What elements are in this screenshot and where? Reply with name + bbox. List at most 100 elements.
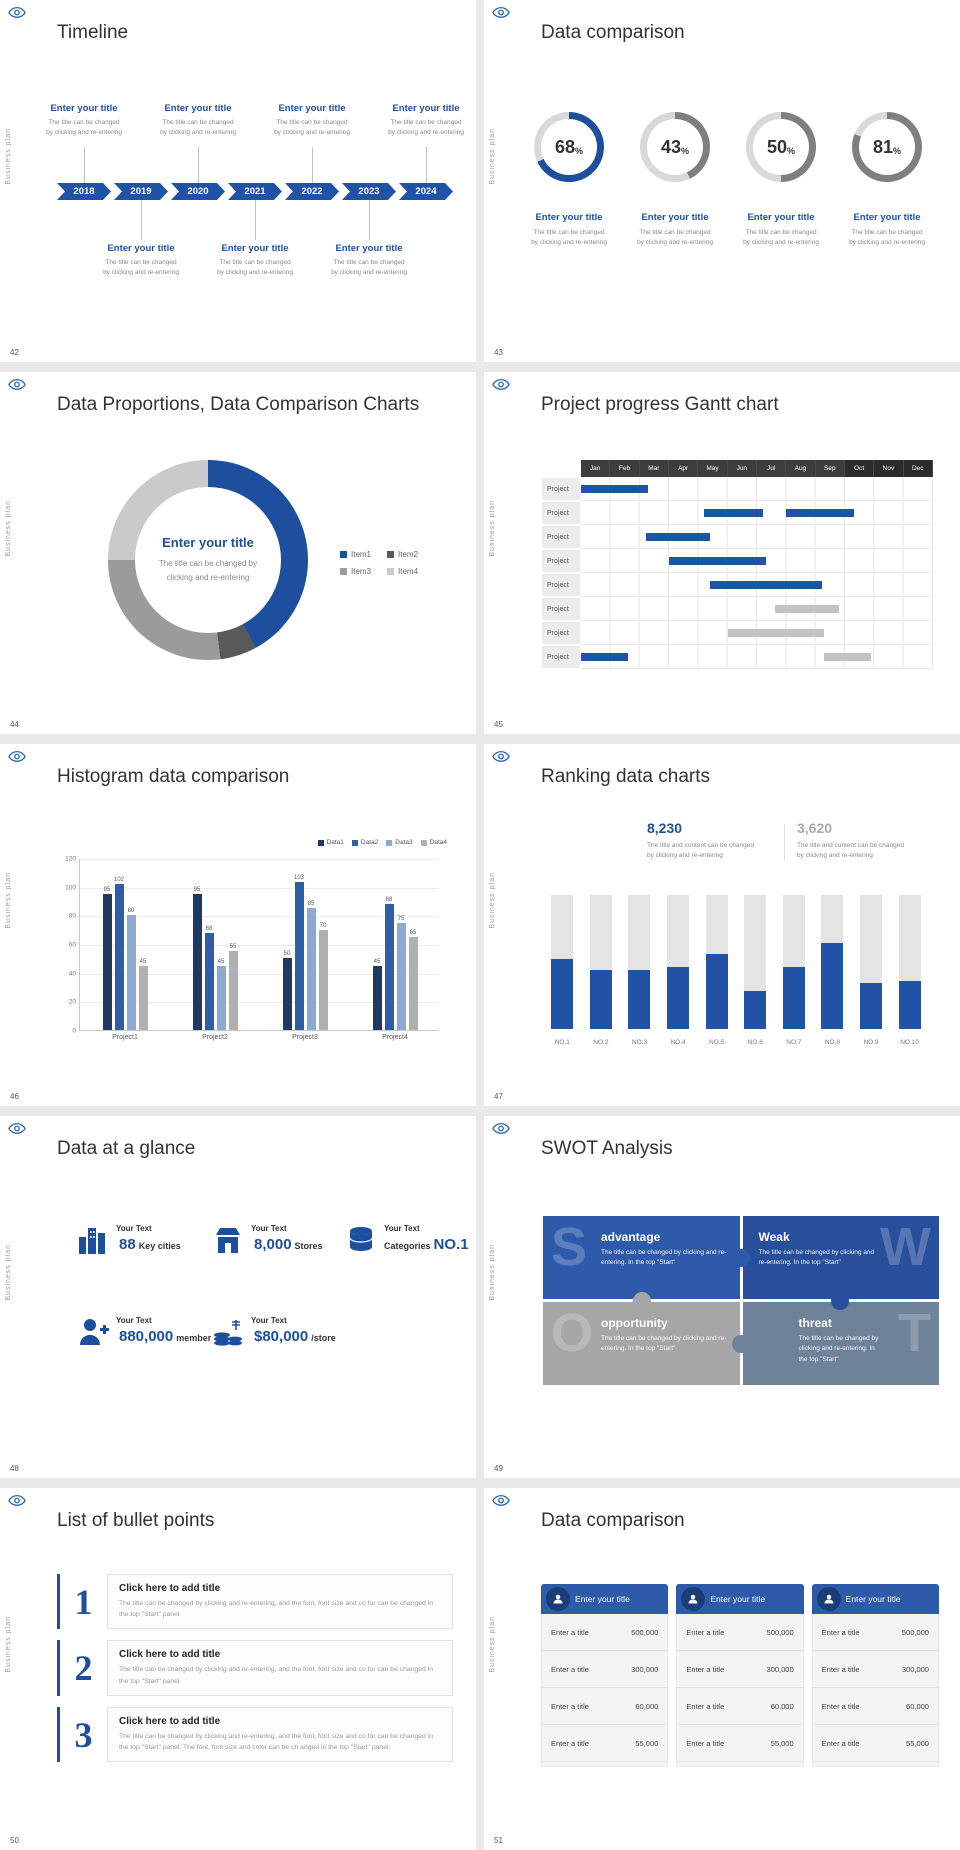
donut-item: 43% Enter your title The title can be chan… <box>622 112 728 249</box>
timeline-year: 2022 <box>285 183 339 200</box>
table-row: Enter a title 500,000 <box>677 1614 803 1651</box>
row-label: Enter a title <box>821 1738 860 1748</box>
slide-46-thumbnail[interactable]: Business plan Histogram data comparison … <box>0 744 476 1106</box>
bullet-number: 1 <box>57 1574 107 1630</box>
timeline-entry-desc: by clicking and re-entering <box>46 129 122 137</box>
slide-47-thumbnail[interactable]: Business plan Ranking data charts 8,230 … <box>484 744 960 1106</box>
plot-area: 0 20 40 60 80 100 120 95 102 80 45 Project1 95 68 45 55… <box>65 856 439 1041</box>
legend-label: Data1 <box>326 839 344 846</box>
table-row: Enter a title 60,000 <box>677 1688 803 1725</box>
data-table: Enter your title Enter a title 500,000 Ente… <box>811 1584 939 1767</box>
bar-value-label: 88 <box>385 896 393 903</box>
slide-side-label: Business plan <box>5 872 12 929</box>
row-value: 300,000 <box>901 1664 929 1674</box>
bullet-box: Click here to add title The title can be… <box>107 1640 453 1696</box>
bar-value-label: 103 <box>293 875 305 882</box>
gantt-bar <box>774 605 840 613</box>
column-label: NO.7 <box>786 1039 802 1046</box>
preview-eye-icon[interactable] <box>8 6 26 19</box>
bar: 95 <box>102 887 112 1030</box>
column-track <box>667 895 690 1029</box>
donut-item: 81% Enter your title The title can be chan… <box>834 112 940 249</box>
gantt-bar <box>581 485 649 493</box>
ranking-column: NO.9 <box>852 894 891 1046</box>
column-fill <box>860 983 883 1029</box>
gantt-month: Oct <box>844 460 875 477</box>
table-header-label: Enter your title <box>575 1594 630 1604</box>
preview-eye-icon[interactable] <box>8 750 26 763</box>
legend-item: Data4 <box>420 839 447 846</box>
slide-48-thumbnail[interactable]: Business plan Data at a glance Your Text… <box>0 1116 476 1478</box>
donut-item: 50% Enter your title The title can be chan… <box>728 112 834 249</box>
timeline-entry-desc: by clicking and re-entering <box>274 129 350 137</box>
slide-number: 47 <box>494 1092 503 1101</box>
donut-percent-sign: % <box>787 145 796 156</box>
slide-side-label: Business plan <box>489 1244 496 1301</box>
slide-title: Project progress Gantt chart <box>541 394 779 415</box>
gantt-month: Jun <box>727 460 757 477</box>
gantt-bar <box>581 653 628 661</box>
preview-eye-icon[interactable] <box>8 1122 26 1135</box>
legend-swatch <box>420 839 427 846</box>
slide-number: 46 <box>10 1092 19 1101</box>
stat-item-members: Your Text 880,000 member <box>77 1316 211 1348</box>
stat-unit: Key cities <box>138 1241 181 1251</box>
timeline-year: 2023 <box>342 183 396 200</box>
bar-value-label: 95 <box>103 886 111 893</box>
store-icon <box>212 1224 244 1256</box>
timeline-entry-title: Enter your title <box>164 103 232 114</box>
timeline-entry: Enter your title The title can be changed… <box>200 243 310 279</box>
ranking-column: NO.3 <box>620 894 659 1046</box>
preview-eye-icon[interactable] <box>492 378 510 391</box>
table-header: Enter your title <box>811 1584 939 1614</box>
gantt-row-label: Project <box>541 621 581 645</box>
column-label: NO.8 <box>824 1039 841 1046</box>
donut-percent-sign: % <box>893 145 902 156</box>
donut-row: 68% Enter your title The title can be chan… <box>516 112 940 249</box>
chart-legend: Data1 Data2 Data3 Data4 <box>317 839 447 846</box>
slide-50-thumbnail[interactable]: Business plan List of bullet points 1 Cl… <box>0 1488 476 1850</box>
slide-title: SWOT Analysis <box>541 1138 673 1159</box>
slide-44-thumbnail[interactable]: Business plan Data Proportions, Data Com… <box>0 372 476 734</box>
stat-desc: The title and content can be changed by … <box>647 841 797 862</box>
gantt-month: Jul <box>756 460 787 477</box>
stat-value: $80,000 <box>254 1328 309 1345</box>
database-icon <box>345 1224 377 1256</box>
column-track <box>898 895 921 1029</box>
slide-title: Data at a glance <box>57 1138 196 1159</box>
slide-42-thumbnail[interactable]: Business plan Timeline 2018 2019 2020 2021 2… <box>0 0 476 362</box>
preview-eye-icon[interactable] <box>492 1122 510 1135</box>
preview-eye-icon[interactable] <box>8 378 26 391</box>
gantt-bar <box>786 509 854 517</box>
slide-49-thumbnail[interactable]: Business plan SWOT Analysis S advantage … <box>484 1116 960 1478</box>
preview-eye-icon[interactable] <box>492 1494 510 1507</box>
timeline-entry-title: Enter your title <box>221 243 289 254</box>
gridline <box>80 916 439 918</box>
slide-title: Histogram data comparison <box>57 766 290 787</box>
ranking-column: NO.7 <box>775 894 814 1046</box>
slide-43-thumbnail[interactable]: Business plan Data comparison 68% Enter y… <box>484 0 960 362</box>
timeline-canvas: 2018 2019 2020 2021 2022 2023 2024 Enter your t… <box>46 95 464 310</box>
preview-eye-icon[interactable] <box>8 1494 26 1507</box>
timeline-entry: Enter your title The title can be changed… <box>86 243 196 279</box>
slide-number: 44 <box>10 720 19 729</box>
preview-eye-icon[interactable] <box>492 750 510 763</box>
y-tick-label: 80 <box>68 912 76 920</box>
column-track <box>821 895 844 1029</box>
gantt-track <box>581 645 933 669</box>
donut-hole: 50% <box>753 119 809 175</box>
swot-strength-piece: S advantage The title can be changed by … <box>543 1216 740 1299</box>
comparison-tables: Enter your title Enter a title 500,000 Ente… <box>541 1584 939 1767</box>
legend-label: Item1 <box>351 550 372 559</box>
timeline-entry-title: Enter your title <box>335 243 403 254</box>
row-value: 55,000 <box>906 1738 929 1748</box>
slide-45-thumbnail[interactable]: Business plan Project progress Gantt cha… <box>484 372 960 734</box>
stat-prefix: Categories <box>384 1241 431 1251</box>
person-badge-icon <box>546 1587 570 1611</box>
table-row: Enter a title 300,000 <box>677 1651 803 1688</box>
slide-51-thumbnail[interactable]: Business plan Data comparison Enter your… <box>484 1488 960 1850</box>
timeline-entry: Enter your title The title can be changed… <box>257 103 367 139</box>
preview-eye-icon[interactable] <box>492 6 510 19</box>
table-header-label: Enter your title <box>845 1594 901 1604</box>
bullet-title: Click here to add title <box>119 1649 221 1661</box>
